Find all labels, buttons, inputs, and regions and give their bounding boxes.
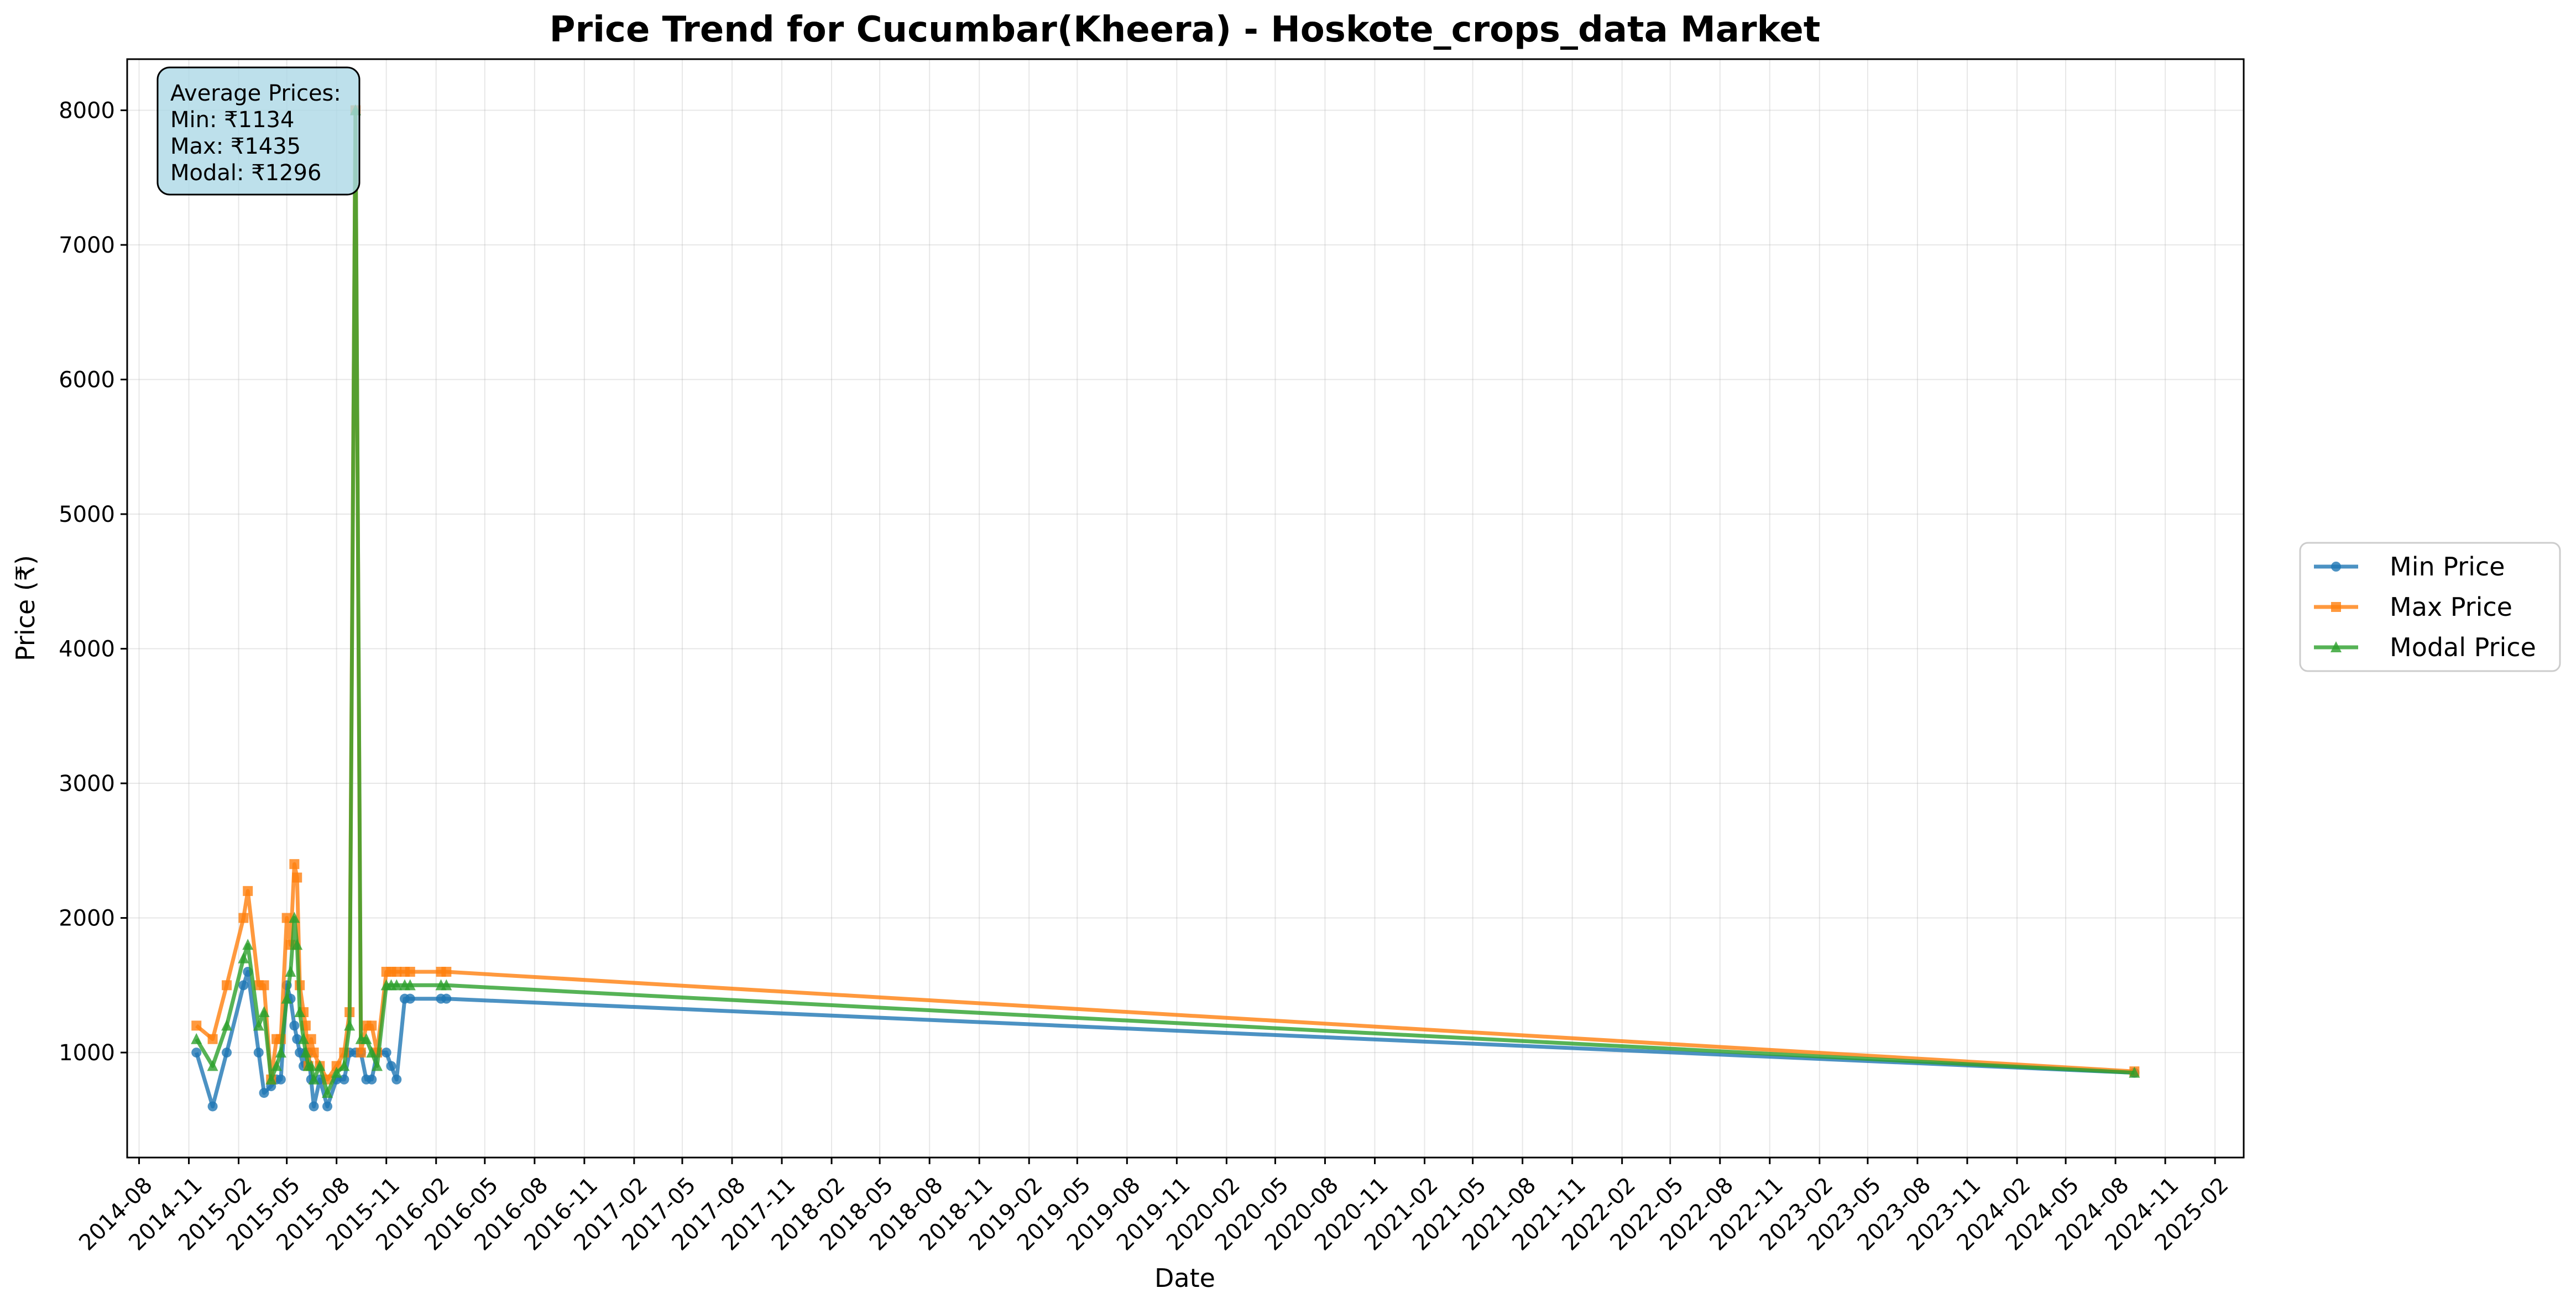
plot-frame — [126, 58, 2245, 1159]
data-point — [441, 979, 452, 991]
legend-marker — [2331, 562, 2341, 572]
data-point — [372, 1060, 383, 1071]
data-point — [309, 1048, 319, 1058]
series-layer — [191, 104, 2140, 1112]
annotation-line-max: Max: ₹1435 — [170, 134, 301, 159]
data-point — [344, 1019, 356, 1031]
data-point — [191, 1020, 202, 1031]
data-point — [275, 1046, 286, 1058]
data-point — [265, 1073, 277, 1085]
data-point — [404, 979, 416, 991]
data-point — [360, 1033, 372, 1044]
data-point — [242, 939, 254, 950]
data-point — [367, 1074, 377, 1085]
data-point — [300, 1046, 311, 1058]
data-point — [308, 1073, 320, 1085]
data-point — [356, 1048, 366, 1058]
data-point — [298, 1033, 309, 1044]
data-point — [305, 1060, 317, 1071]
y-tick-label: 2000 — [59, 906, 115, 931]
legend-item: Min Price — [2314, 552, 2505, 582]
x-axis-label: Date — [1154, 1263, 1215, 1293]
legend: Min Price Max Price Modal Price — [2299, 542, 2561, 672]
data-point — [386, 1061, 396, 1071]
chart-title: Price Trend for Cucumbar(Kheera) - Hosko… — [550, 9, 1821, 50]
data-point — [259, 980, 269, 991]
data-point — [238, 952, 249, 964]
data-point — [285, 965, 296, 977]
data-point — [391, 1074, 402, 1085]
series-line — [195, 108, 2135, 1095]
data-point — [294, 1006, 306, 1018]
data-point — [238, 980, 249, 991]
data-point — [322, 1101, 333, 1112]
data-point — [253, 1048, 264, 1058]
data-point — [289, 859, 300, 870]
data-point — [441, 966, 452, 977]
annotation-box: Average Prices: Min: ₹1134 Max: ₹1435 Mo… — [156, 66, 360, 196]
legend-label: Modal Price — [2390, 632, 2536, 662]
data-point — [253, 1019, 264, 1031]
data-point — [309, 1101, 319, 1112]
data-point — [207, 1034, 218, 1044]
legend-item: Modal Price — [2314, 632, 2536, 662]
legend-marker — [2331, 602, 2341, 612]
series-line — [194, 970, 2135, 1108]
series-max-price — [191, 105, 2140, 1085]
data-point — [281, 992, 292, 1004]
data-point — [391, 979, 403, 991]
data-point — [331, 1066, 342, 1078]
data-point — [191, 1048, 202, 1058]
data-point — [292, 872, 302, 883]
y-tick-label: 3000 — [59, 771, 115, 797]
data-point — [289, 1020, 300, 1031]
data-point — [222, 980, 232, 991]
data-point — [381, 1048, 391, 1058]
data-point — [289, 912, 300, 923]
annotation-line-min: Min: ₹1134 — [170, 107, 294, 133]
data-point — [221, 1019, 233, 1031]
data-point — [259, 1088, 269, 1098]
data-point — [222, 1048, 232, 1058]
data-point — [338, 1060, 350, 1071]
data-point — [405, 966, 415, 977]
y-tick-label: 7000 — [59, 233, 115, 258]
data-point — [291, 939, 303, 950]
data-point — [306, 1034, 316, 1044]
series-modal-price — [191, 104, 2140, 1098]
data-point — [258, 1006, 270, 1018]
axes: 100020003000400050006000700080002014-082… — [59, 98, 2233, 1256]
legend-label: Min Price — [2390, 552, 2505, 582]
data-point — [271, 1060, 283, 1071]
legend-marker — [2331, 641, 2342, 652]
data-point — [238, 913, 249, 923]
legend-label: Max Price — [2390, 592, 2512, 622]
data-point — [441, 993, 452, 1004]
data-point — [207, 1101, 218, 1112]
annotation-line-heading: Average Prices: — [170, 81, 341, 106]
y-tick-label: 6000 — [59, 368, 115, 393]
y-tick-label: 5000 — [59, 502, 115, 527]
data-point — [243, 886, 253, 896]
data-point — [191, 1033, 202, 1044]
y-tick-label: 4000 — [59, 637, 115, 662]
data-point — [367, 1020, 377, 1031]
data-point — [281, 913, 292, 923]
data-point — [314, 1060, 326, 1071]
data-point — [275, 1074, 286, 1085]
data-point — [366, 1046, 378, 1058]
annotation-line-modal: Modal: ₹1296 — [170, 160, 321, 186]
data-point — [207, 1060, 218, 1071]
data-point — [2129, 1066, 2140, 1078]
legend-item: Max Price — [2314, 592, 2512, 622]
y-tick-label: 8000 — [59, 98, 115, 124]
data-point — [322, 1087, 333, 1098]
data-point — [405, 993, 415, 1004]
grid-lines — [127, 59, 2244, 1158]
y-axis-label: Price (₹) — [11, 555, 40, 661]
data-point — [391, 966, 402, 977]
y-tick-label: 1000 — [59, 1040, 115, 1066]
series-line — [195, 108, 2135, 1082]
